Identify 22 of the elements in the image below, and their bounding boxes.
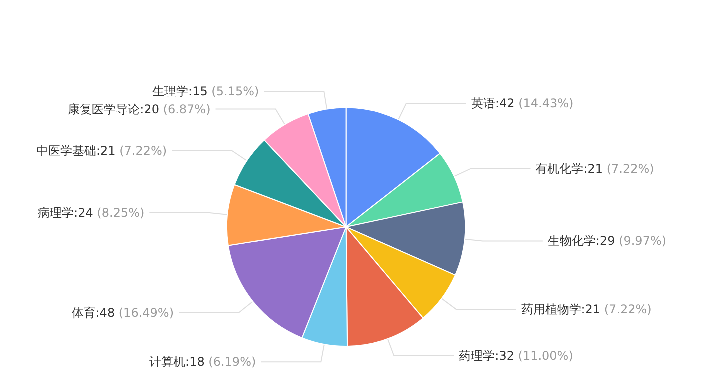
slice-label: 计算机:18 [150, 355, 205, 370]
slice-label: 康复医学导论:20 [68, 102, 160, 116]
data-label: (8.25%) [97, 206, 145, 220]
data-label: (9.97%) [619, 234, 667, 248]
slice-label: 有机化学:21 [536, 162, 604, 176]
slice-label: 体育:48 [72, 306, 116, 320]
slice-label: 生理学:15 [152, 84, 208, 99]
data-label: (5.15%) [212, 84, 260, 99]
data-label: (7.22%) [120, 144, 168, 158]
slice-label: 病理学:24 [38, 206, 94, 220]
slice-label: 药理学:32 [459, 348, 514, 363]
slice-label: 药用植物学:21 [521, 302, 601, 316]
data-label: (11.00%) [518, 348, 574, 363]
data-label: (7.22%) [606, 162, 654, 176]
slice-label: 中医学基础:21 [36, 144, 116, 158]
data-label: (16.49%) [118, 306, 174, 320]
slice-label: 英语:42 [471, 96, 515, 111]
data-label: (14.43%) [518, 96, 574, 111]
data-label: (6.87%) [163, 102, 211, 116]
data-label: (7.22%) [604, 302, 652, 316]
data-label: (6.19%) [208, 355, 256, 370]
slice-label: 生物化学:29 [548, 234, 616, 248]
